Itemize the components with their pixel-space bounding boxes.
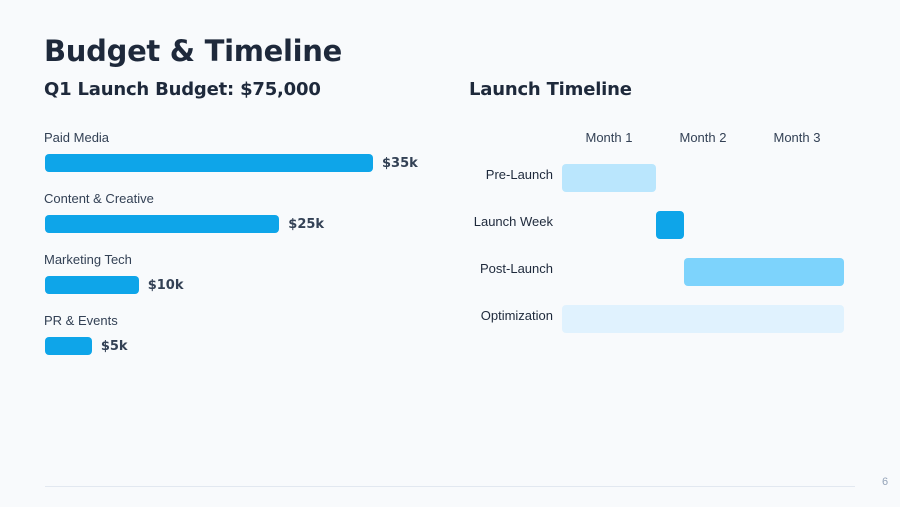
budget-label: PR & Events (44, 313, 118, 328)
footer-divider (45, 486, 855, 487)
budget-bar (45, 215, 280, 233)
budget-row: PR & Events $5k (44, 312, 128, 355)
budget-heading: Q1 Launch Budget: $75,000 (44, 79, 321, 100)
phase-bar-optimization (562, 305, 844, 333)
phase-label: Optimization (480, 308, 553, 323)
budget-label: Paid Media (44, 130, 110, 145)
budget-label: Marketing Tech (44, 252, 132, 267)
phase-bar-pre-launch (562, 164, 656, 192)
budget-row: Marketing Tech $10k (44, 251, 184, 294)
phase-label: Pre-Launch (485, 167, 553, 182)
budget-value: $35k (382, 155, 418, 171)
phase-label: Launch Week (473, 214, 553, 229)
phase-bar-launch-week (656, 211, 685, 239)
budget-bar (45, 154, 373, 172)
page-number: 6 (882, 476, 889, 488)
budget-value: $25k (288, 216, 325, 232)
budget-label: Content & Creative (44, 191, 154, 206)
budget-value: $10k (147, 277, 184, 293)
month-label: Month 2 (679, 130, 727, 145)
budget-bar (45, 337, 92, 355)
phase-label: Post-Launch (480, 261, 553, 276)
budget-row: Content & Creative $25k (44, 190, 324, 233)
budget-bar (45, 276, 139, 294)
month-label: Month 3 (773, 130, 821, 145)
budget-row: Paid Media $35k (44, 129, 418, 172)
month-label: Month 1 (585, 130, 633, 145)
timeline-heading: Launch Timeline (469, 79, 632, 100)
slide-title: Budget & Timeline (44, 34, 342, 68)
phase-bar-post-launch (684, 258, 844, 286)
budget-value: $5k (100, 338, 128, 354)
